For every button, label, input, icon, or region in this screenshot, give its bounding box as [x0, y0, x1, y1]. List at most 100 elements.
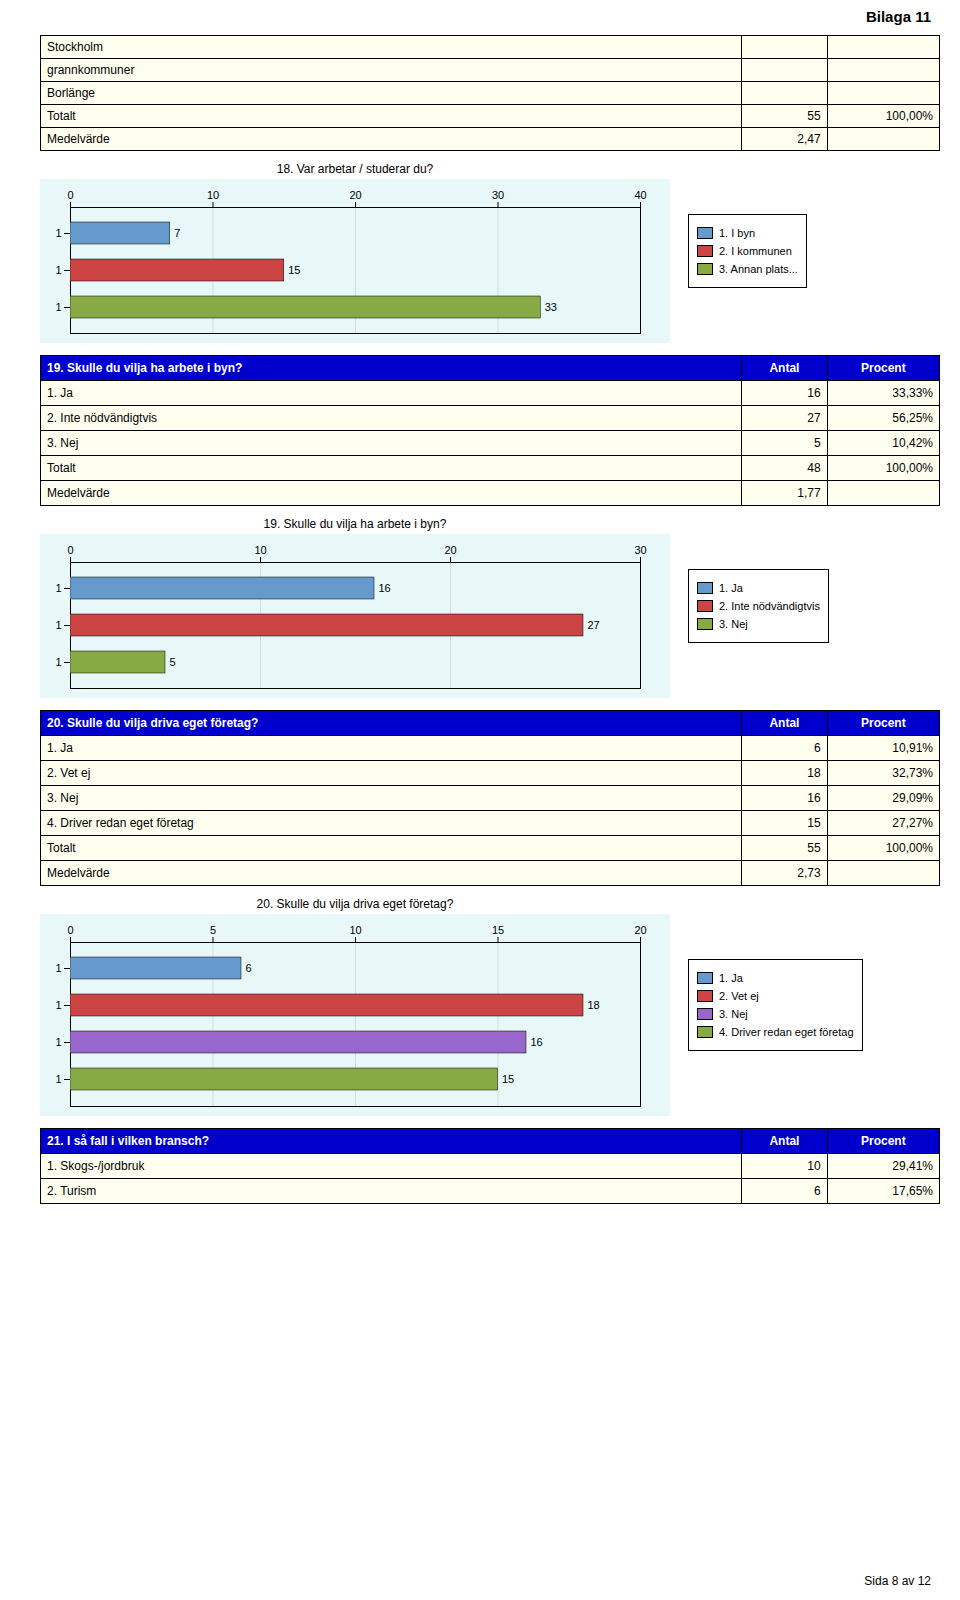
html-text:1. Skogs-/jordbruk: 1. Skogs-/jordbruk [47, 1159, 145, 1173]
html-text:2. I kommunen: 2. I kommunen [719, 245, 792, 257]
svg-text:1: 1 [55, 1036, 61, 1048]
html-text:20. Skulle du vilja driva eget: 20. Skulle du vilja driva eget företag? [256, 897, 454, 911]
html-text:27,27%: 27,27% [892, 816, 933, 830]
html-text:1. I byn: 1. I byn [719, 227, 756, 239]
html-text:100,00%: 100,00% [885, 109, 933, 123]
html-text:Procent: Procent [861, 361, 906, 375]
html-text:18. Var arbetar / studerar du?: 18. Var arbetar / studerar du? [276, 162, 434, 176]
svg-text:20: 20 [349, 189, 361, 201]
svg-text:40: 40 [634, 189, 646, 201]
html-text:Borlänge: Borlänge [47, 86, 95, 100]
svg-text:1: 1 [55, 227, 61, 239]
html-text:Totalt: Totalt [47, 841, 76, 855]
svg-text:10: 10 [254, 544, 266, 556]
html-text:Totalt: Totalt [47, 461, 76, 475]
html-text:20. Skulle du vilja driva eget: 20. Skulle du vilja driva eget företag? [47, 716, 259, 730]
html-text:Sida 8 av 12: Sida 8 av 12 [864, 1574, 931, 1588]
svg-text:15: 15 [492, 924, 504, 936]
html-text:grannkommuner: grannkommuner [47, 63, 135, 77]
html-text:2. Turism: 2. Turism [47, 1184, 97, 1198]
html-text:Procent: Procent [861, 716, 906, 730]
html-text:29,41%: 29,41% [892, 1159, 933, 1173]
svg-text:5: 5 [170, 656, 176, 668]
html-text:2,47: 2,47 [797, 132, 821, 146]
html-text:48: 48 [807, 461, 821, 475]
html-text:27: 27 [807, 411, 821, 425]
svg-text:1: 1 [55, 962, 61, 974]
svg-text:5: 5 [210, 924, 216, 936]
html-text:3. Nej: 3. Nej [719, 1008, 748, 1020]
svg-text:27: 27 [588, 619, 600, 631]
html-text:3. Nej: 3. Nej [47, 436, 79, 450]
svg-text:16: 16 [531, 1036, 543, 1048]
svg-text:1: 1 [55, 1073, 61, 1085]
svg-text:10: 10 [207, 189, 219, 201]
html-text:1. Ja: 1. Ja [47, 741, 73, 755]
html-text:Antal: Antal [769, 716, 800, 730]
html-text:19. Skulle du vilja ha arbete: 19. Skulle du vilja ha arbete i byn? [47, 361, 243, 375]
html-text:Antal: Antal [769, 1134, 800, 1148]
html-text:2,73: 2,73 [797, 866, 821, 880]
svg-text:10: 10 [349, 924, 361, 936]
html-text:16: 16 [807, 386, 821, 400]
html-text:33,33%: 33,33% [892, 386, 933, 400]
html-text:2. Inte nödvändigtvis: 2. Inte nödvändigtvis [47, 411, 158, 425]
html-text:1,77: 1,77 [797, 486, 821, 500]
html-text:55: 55 [807, 109, 821, 123]
svg-text:1: 1 [55, 999, 61, 1011]
svg-text:7: 7 [174, 227, 180, 239]
svg-text:18: 18 [588, 999, 600, 1011]
html-text:Stockholm: Stockholm [47, 40, 103, 54]
html-text:19. Skulle du vilja ha arbete: 19. Skulle du vilja ha arbete i byn? [263, 517, 447, 531]
html-text:10,42%: 10,42% [892, 436, 933, 450]
html-text:15: 15 [807, 816, 821, 830]
html-text:4. Driver redan eget företag: 4. Driver redan eget företag [47, 816, 194, 830]
svg-text:16: 16 [379, 582, 391, 594]
svg-text:20: 20 [634, 924, 646, 936]
svg-text:20: 20 [444, 544, 456, 556]
html-text:1. Ja: 1. Ja [719, 582, 743, 594]
html-text:Procent: Procent [861, 1134, 906, 1148]
html-text:3. Nej: 3. Nej [719, 618, 748, 630]
html-text:32,73%: 32,73% [892, 766, 933, 780]
html-text:Totalt: Totalt [47, 109, 76, 123]
html-text:1. Ja: 1. Ja [719, 972, 743, 984]
html-text:Medelvärde: Medelvärde [47, 132, 110, 146]
html-text:21. I så fall i vilken bransch: 21. I så fall i vilken bransch? [47, 1134, 210, 1148]
svg-text:6: 6 [246, 962, 252, 974]
svg-text:15: 15 [502, 1073, 514, 1085]
svg-text:0: 0 [67, 924, 73, 936]
html-text:29,09%: 29,09% [892, 791, 933, 805]
svg-text:30: 30 [634, 544, 646, 556]
html-text:1. Ja: 1. Ja [47, 386, 73, 400]
html-text:2. Vet ej: 2. Vet ej [47, 766, 91, 780]
html-text:3. Nej: 3. Nej [47, 791, 79, 805]
html-text:3. Annan plats...: 3. Annan plats... [719, 263, 798, 275]
html-text:10,91%: 10,91% [892, 741, 933, 755]
html-text:Medelvärde: Medelvärde [47, 866, 110, 880]
svg-text:1: 1 [55, 582, 61, 594]
html-text:100,00%: 100,00% [885, 461, 933, 475]
svg-text:30: 30 [492, 189, 504, 201]
html-text:17,65%: 17,65% [892, 1184, 933, 1198]
html-text:16: 16 [807, 791, 821, 805]
html-text:2. Inte nödvändigtvis: 2. Inte nödvändigtvis [719, 600, 820, 612]
svg-text:1: 1 [55, 301, 61, 313]
svg-text:1: 1 [55, 656, 61, 668]
html-text:18: 18 [807, 766, 821, 780]
svg-text:1: 1 [55, 264, 61, 276]
svg-text:0: 0 [67, 544, 73, 556]
svg-text:1: 1 [55, 619, 61, 631]
html-text:4. Driver redan eget företag: 4. Driver redan eget företag [719, 1026, 854, 1038]
html-text:2. Vet ej: 2. Vet ej [719, 990, 759, 1002]
html-text:55: 55 [807, 841, 821, 855]
svg-text:33: 33 [545, 301, 557, 313]
html-text:100,00%: 100,00% [885, 841, 933, 855]
svg-text:0: 0 [67, 189, 73, 201]
html-text:10: 10 [807, 1159, 821, 1173]
svg-text:15: 15 [288, 264, 300, 276]
html-text:56,25%: 56,25% [892, 411, 933, 425]
html-text:Bilaga 11: Bilaga 11 [866, 8, 931, 25]
html-text:Antal: Antal [769, 361, 800, 375]
html-text:Medelvärde: Medelvärde [47, 486, 110, 500]
